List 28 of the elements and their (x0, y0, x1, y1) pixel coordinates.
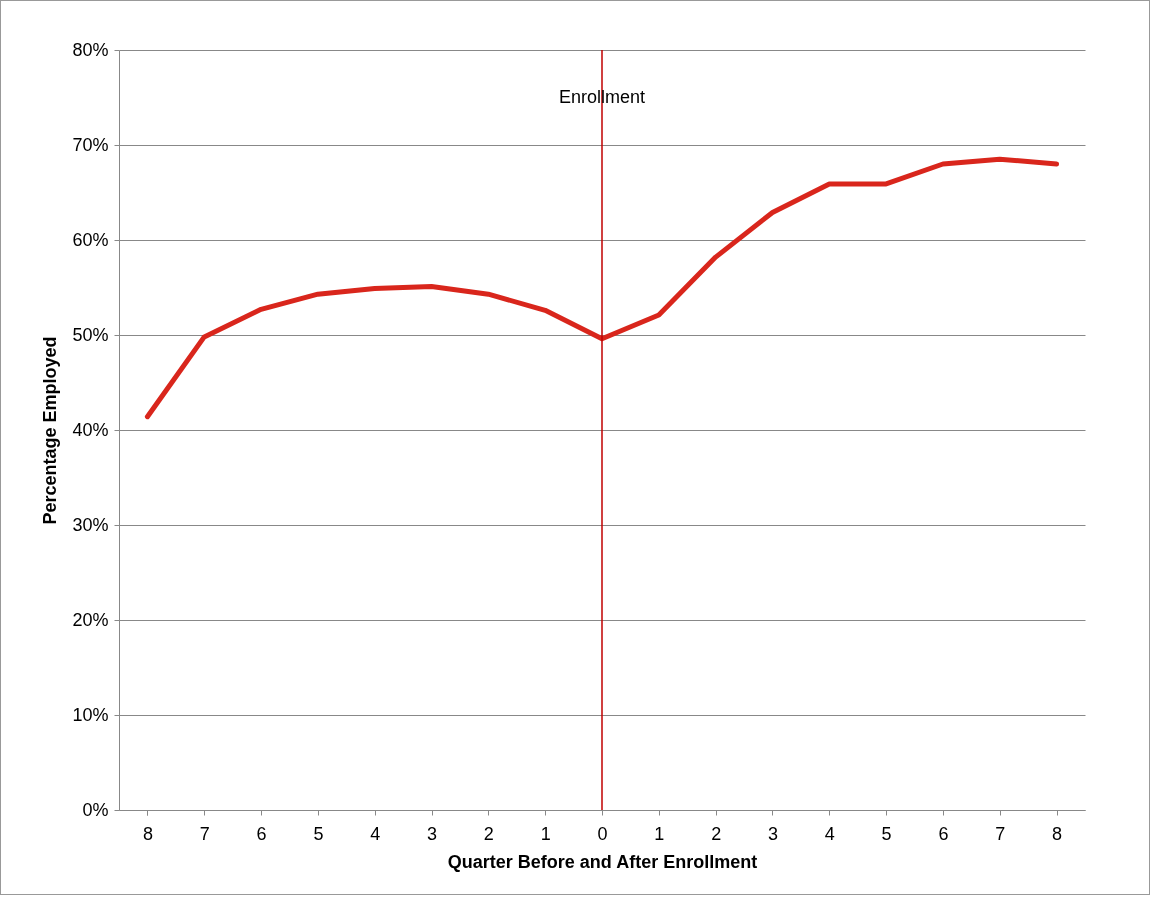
x-axis-title: Quarter Before and After Enrollment (447, 851, 758, 872)
x-tick-label: 6 (256, 823, 267, 844)
y-tick-label: 50% (72, 324, 109, 345)
x-tick-label: 2 (711, 823, 722, 844)
x-tick-label: 7 (199, 823, 210, 844)
x-tick-label: 6 (938, 823, 949, 844)
y-tick-label: 10% (72, 704, 109, 725)
x-tick-label: 3 (767, 823, 778, 844)
y-tick-label: 30% (72, 514, 109, 535)
y-tick-label: 0% (82, 799, 109, 820)
x-tick-label: 2 (483, 823, 494, 844)
x-tick-label: 4 (824, 823, 835, 844)
x-tick-label: 3 (427, 823, 438, 844)
x-tick-label: 1 (654, 823, 665, 844)
x-tick-label: 8 (142, 823, 153, 844)
x-tick-label: 8 (1052, 823, 1063, 844)
y-tick-label: 60% (72, 229, 109, 250)
x-tick-label: 7 (995, 823, 1006, 844)
y-tick-label: 20% (72, 609, 109, 630)
x-tick-label: 4 (370, 823, 381, 844)
x-tick-label: 0 (597, 823, 608, 844)
x-tick-label: 5 (881, 823, 892, 844)
x-tick-label: 1 (540, 823, 551, 844)
y-axis-title: Percentage Employed (40, 336, 61, 525)
y-tick-label: 70% (72, 134, 109, 155)
y-tick-label: 80% (72, 39, 109, 60)
y-tick-label: 40% (72, 419, 109, 440)
x-tick-label: 5 (313, 823, 324, 844)
